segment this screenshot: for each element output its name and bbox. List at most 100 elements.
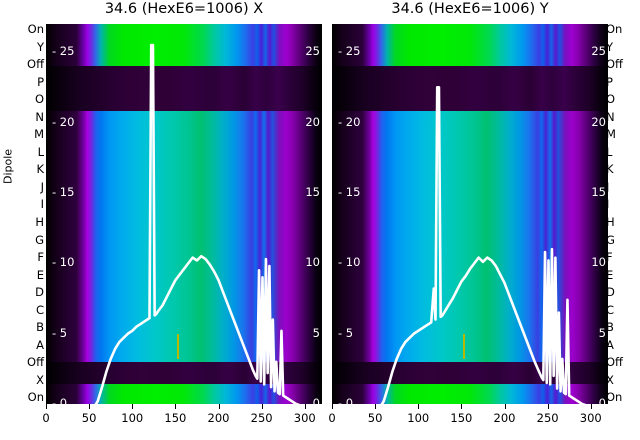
inner-tick-label: - 25 xyxy=(338,44,361,59)
category-label: N xyxy=(606,109,615,124)
inner-tick-label: 15 xyxy=(305,184,320,199)
category-label: O xyxy=(606,92,616,107)
category-label: J xyxy=(40,179,44,194)
category-label: K xyxy=(36,162,44,177)
category-label: C xyxy=(606,302,615,317)
top-green-band xyxy=(332,24,608,67)
category-label: Off xyxy=(27,355,44,370)
inner-tick-label: - 15 xyxy=(52,184,75,199)
yellow-tick xyxy=(463,333,466,359)
x-tick-mark xyxy=(132,404,134,409)
heatmap-image-y xyxy=(332,24,608,404)
bottom-green-band xyxy=(46,384,322,404)
x-tick-mark xyxy=(504,404,506,409)
x-tick-label: 50 xyxy=(367,411,383,425)
x-axis-panel-y: 0 50 100 150 200 250 300 xyxy=(328,404,608,438)
inner-ticks-right-x: 0 5 10 15 20 25 xyxy=(276,24,322,404)
category-label: K xyxy=(606,162,614,177)
category-label: L xyxy=(37,144,44,159)
upper-dark-band xyxy=(332,66,608,112)
inner-tick-label: - 15 xyxy=(338,184,361,199)
heatmap-panel-x[interactable]: - 0 - 5 - 10 - 15 - 20 - 25 0 5 10 15 20 25 xyxy=(46,24,322,404)
heatmap-panel-y[interactable]: - 0 - 5 - 10 - 15 - 20 - 25 0 5 10 15 20 25 xyxy=(332,24,608,404)
category-label: F xyxy=(606,250,613,265)
x-tick-mark xyxy=(261,404,263,409)
x-tick-mark xyxy=(418,404,420,409)
inner-tick-label: - 0 xyxy=(52,396,68,404)
main-cyan-band xyxy=(332,111,608,362)
x-tick-label: 150 xyxy=(450,411,473,425)
category-label: E xyxy=(606,267,614,282)
category-label: L xyxy=(606,144,613,159)
inner-tick-label: 25 xyxy=(305,44,320,59)
overlay-trace-y xyxy=(332,24,608,404)
category-label: H xyxy=(35,215,44,230)
inner-tick-label: 0 xyxy=(312,396,320,404)
inner-tick-label: - 10 xyxy=(338,255,361,270)
main-cyan-band xyxy=(46,111,322,362)
category-label: A xyxy=(36,337,44,352)
category-label: A xyxy=(606,337,614,352)
inner-tick-label: 5 xyxy=(598,325,606,340)
x-tick-label: 0 xyxy=(328,411,336,425)
x-tick-mark xyxy=(175,404,177,409)
category-label: On xyxy=(606,22,623,36)
category-label: On xyxy=(27,22,44,36)
inner-tick-label: 0 xyxy=(598,396,606,404)
inner-tick-label: - 25 xyxy=(52,44,75,59)
inner-tick-label: - 5 xyxy=(338,325,354,340)
x-tick-mark xyxy=(304,404,306,409)
trace-path xyxy=(332,87,608,404)
x-axis-panel-x: 0 50 100 150 200 250 300 xyxy=(42,404,322,438)
inner-tick-label: 25 xyxy=(591,44,606,59)
category-label: M xyxy=(606,127,616,142)
x-tick-label: 150 xyxy=(164,411,187,425)
inner-tick-label: 5 xyxy=(312,325,320,340)
x-tick-label: 300 xyxy=(579,411,602,425)
inner-tick-label: 10 xyxy=(305,255,320,270)
category-label: On xyxy=(606,390,623,405)
x-tick-mark xyxy=(590,404,592,409)
x-tick-mark xyxy=(547,404,549,409)
inner-ticks-left-y: - 0 - 5 - 10 - 15 - 20 - 25 xyxy=(338,24,384,404)
inner-tick-label: 20 xyxy=(591,114,606,129)
trace-path xyxy=(46,45,322,404)
category-label: Y xyxy=(606,39,614,54)
x-tick-mark xyxy=(375,404,377,409)
category-label: B xyxy=(606,320,614,335)
category-label: C xyxy=(35,302,44,317)
category-label: M xyxy=(34,127,44,142)
x-tick-mark xyxy=(461,404,463,409)
category-label: P xyxy=(606,74,613,89)
inner-ticks-left-x: - 0 - 5 - 10 - 15 - 20 - 25 xyxy=(52,24,98,404)
upper-dark-band xyxy=(46,66,322,112)
inner-tick-label: - 0 xyxy=(338,396,354,404)
heatmap-image-x xyxy=(46,24,322,404)
category-label: F xyxy=(37,250,44,265)
category-label: P xyxy=(37,74,44,89)
category-label: X xyxy=(36,372,44,387)
x-tick-label: 100 xyxy=(121,411,144,425)
yellow-tick xyxy=(177,333,180,359)
panel-title-x: 34.6 (HexE6=1006) X xyxy=(104,1,264,17)
lower-dark-band xyxy=(332,361,608,385)
category-label: G xyxy=(35,232,44,247)
inner-tick-label: 15 xyxy=(591,184,606,199)
x-tick-label: 200 xyxy=(207,411,230,425)
top-green-band xyxy=(46,24,322,67)
category-axis-left: On Y Off P O N M L K J I H G F E D C B A Off X On xyxy=(10,22,44,404)
x-tick-label: 300 xyxy=(293,411,316,425)
x-tick-mark xyxy=(332,404,333,409)
bottom-green-band xyxy=(332,384,608,404)
category-label: O xyxy=(34,92,44,107)
x-tick-label: 0 xyxy=(42,411,50,425)
panel-title-y: 34.6 (HexE6=1006) Y xyxy=(391,1,549,17)
inner-tick-label: - 5 xyxy=(52,325,68,340)
inner-tick-label: - 20 xyxy=(338,114,361,129)
x-tick-label: 250 xyxy=(250,411,273,425)
x-tick-label: 250 xyxy=(536,411,559,425)
inner-tick-label: 20 xyxy=(305,114,320,129)
category-label: Y xyxy=(36,39,44,54)
x-tick-label: 50 xyxy=(81,411,97,425)
